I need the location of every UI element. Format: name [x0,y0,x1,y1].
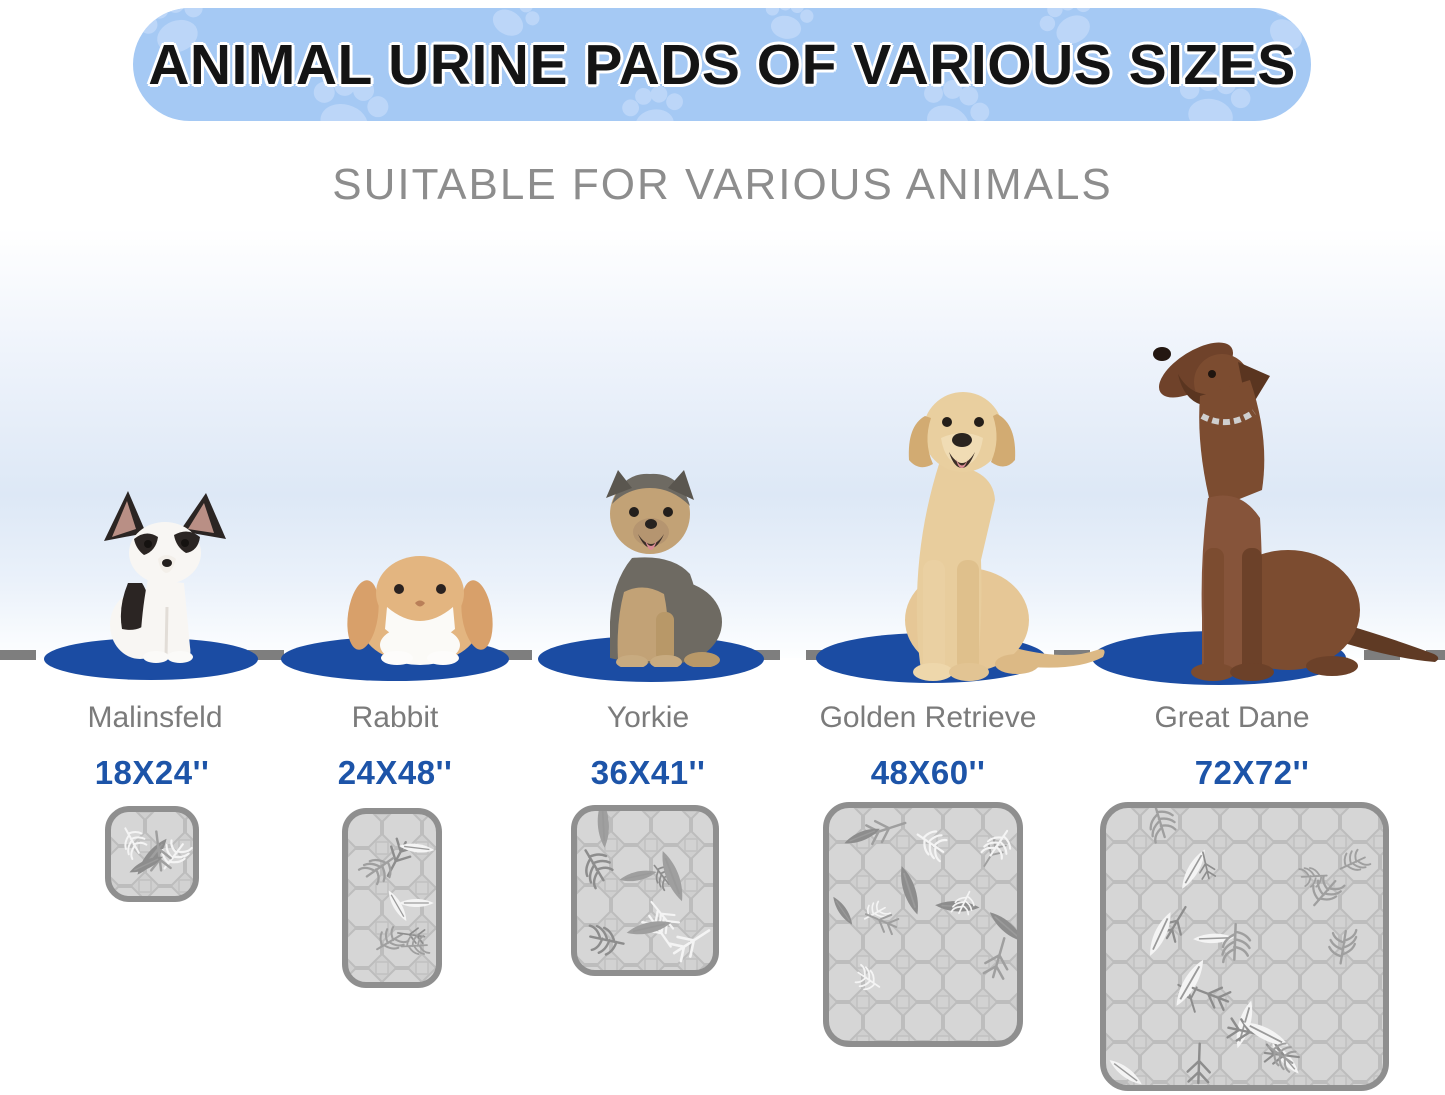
animal-name-label: Rabbit [351,701,439,734]
animal-name-label: Golden Retrieve [819,701,1037,734]
subtitle: SUITABLE FOR VARIOUS ANIMALS [332,160,1113,209]
pad-illustration-18x24 [105,806,199,902]
animal-name-label: Yorkie [606,701,690,734]
pad-size-label: 18X24'' [94,754,210,791]
product-banner: ANIMAL URINE PADS OF VARIOUS SIZES [133,8,1311,121]
pad-illustration-72x72 [1100,802,1389,1091]
animal-photo-great-dane [1153,342,1439,681]
pad-illustration-48x60 [823,802,1023,1047]
banner-title: ANIMAL URINE PADS OF VARIOUS SIZES [148,32,1296,97]
pad-illustration-24x48 [342,808,442,988]
animal-photo-yorkie [606,470,722,667]
animal-photo-golden-retriever [905,392,1105,681]
animal-photo-lop-rabbit [347,556,493,665]
pad-illustration-36x41 [571,805,719,976]
animal-name-label: Malinsfeld [87,701,223,734]
animal-photo-chihuahua [104,491,226,663]
pad-size-label: 48X60'' [870,754,986,791]
animal-name-label: Great Dane [1154,701,1310,734]
pad-size-label: 24X48'' [337,754,453,791]
pad-size-label: 36X41'' [590,754,706,791]
pad-size-label: 72X72'' [1194,754,1310,791]
